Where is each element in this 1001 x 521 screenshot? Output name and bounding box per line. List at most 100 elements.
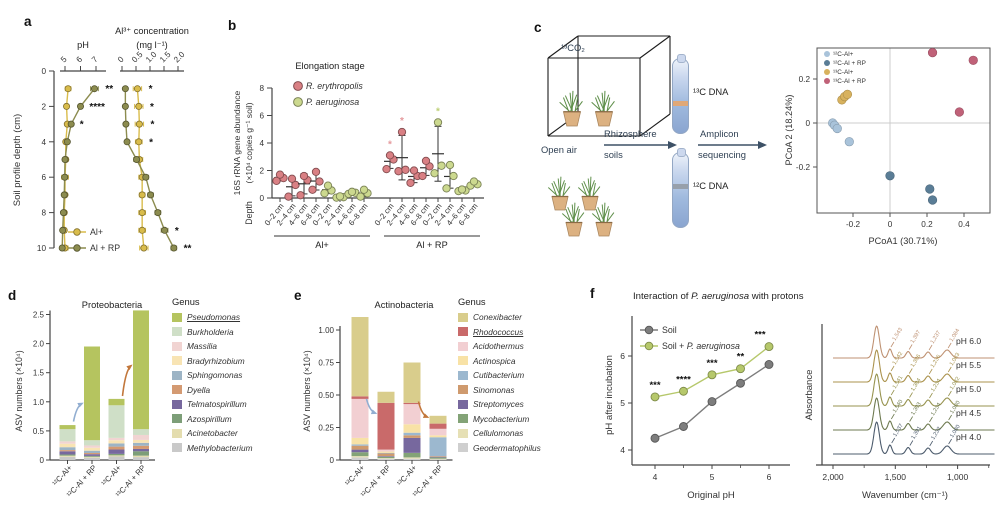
panel-a-label: a (24, 14, 32, 29)
svg-text:0: 0 (259, 194, 264, 203)
svg-text:(×10⁴ copies g⁻¹ soil): (×10⁴ copies g⁻¹ soil) (244, 102, 254, 183)
svg-text:P. aeruginosa: P. aeruginosa (306, 97, 359, 107)
c12-dna-label: ¹²C DNA (693, 180, 729, 191)
legend-genus-name: Massilia (187, 341, 217, 352)
legend-swatch (172, 428, 182, 438)
svg-text:6: 6 (620, 351, 625, 361)
svg-text:4: 4 (653, 472, 658, 482)
svg-text:¹³C-Al+: ¹³C-Al+ (395, 463, 419, 488)
legend-swatch (172, 312, 182, 322)
svg-text:pH after incubation: pH after incubation (604, 355, 615, 435)
svg-text:8: 8 (41, 209, 46, 218)
pcoa-scatter-chart: -0.2 0 0.2 0.4 -0.2 0 0.2 PCoA1 (30.71%) PCoA 2 … (784, 47, 991, 246)
panel-d-legend: Genus Pseudomonas Burkholderia Massilia Bra… (172, 296, 294, 455)
legend-genus-row: Mycobacterium (458, 412, 580, 427)
legend-genus-name: Conexibacter (473, 312, 522, 323)
legend-genus-name: Acidothermus (473, 341, 524, 352)
svg-text:2.0: 2.0 (33, 340, 45, 349)
svg-text:5: 5 (59, 55, 69, 65)
legend-genus-row: Geodermatophilus (458, 441, 580, 456)
sequencing-label: sequencing (698, 149, 746, 160)
svg-text:**: ** (105, 84, 113, 95)
legend-genus-name: Cutibacterium (473, 370, 525, 381)
tube-cap (677, 54, 686, 63)
svg-text:4: 4 (620, 445, 625, 455)
svg-text:¹²C-Al + RP: ¹²C-Al + RP (833, 60, 866, 67)
svg-text:Al + RP: Al + RP (416, 240, 447, 250)
soils-label: soils (604, 149, 623, 160)
svg-text:Soil profile depth (cm): Soil profile depth (cm) (12, 114, 23, 206)
legend-genus-name: Bradyrhizobium (187, 355, 245, 366)
legend-genus-row: Burkholderia (172, 325, 294, 340)
legend-genus-name: Methylobacterium (187, 442, 253, 453)
panel-c-label: c (534, 20, 542, 35)
svg-text:0.2: 0.2 (799, 75, 811, 84)
svg-text:4: 4 (259, 139, 264, 148)
svg-text:1.0: 1.0 (33, 398, 45, 407)
legend-swatch (172, 370, 182, 380)
panel-f-label: f (590, 286, 595, 301)
c12-dna-tube (672, 148, 689, 228)
svg-text:¹²C-Al+: ¹²C-Al+ (343, 463, 367, 488)
svg-text:pH 6.0: pH 6.0 (956, 336, 981, 346)
svg-text:0: 0 (330, 456, 335, 465)
legend-genus-name: Telmatospirillum (187, 399, 247, 410)
panel-e-legend: Genus Conexibacter Rhodococcus Acidothermu… (458, 296, 580, 455)
svg-text:0.2: 0.2 (921, 220, 933, 229)
legend-swatch (458, 399, 468, 409)
svg-text:1,237: 1,237 (930, 330, 943, 345)
svg-text:0: 0 (805, 119, 810, 128)
legend-genus-row: Telmatospirillum (172, 397, 294, 412)
svg-text:**: ** (184, 244, 192, 255)
svg-text:pH 5.5: pH 5.5 (956, 360, 981, 370)
legend-genus-row: Streptomyces (458, 397, 580, 412)
proteobacteria-bar-chart: Proteobacteria ASV numbers (×10⁴) 0 0.5 1.0 1… (14, 300, 155, 499)
title-post: with protons (749, 291, 804, 302)
legend-genus-row: Conexibacter (458, 310, 580, 325)
svg-text:5: 5 (620, 398, 625, 408)
open-air-label: Open air (541, 144, 577, 155)
svg-text:Soil + P. aeruginosa: Soil + P. aeruginosa (662, 341, 740, 351)
svg-text:¹³C-Al+: ¹³C-Al+ (100, 463, 124, 488)
svg-text:****: **** (676, 374, 691, 385)
svg-text:Actinobacteria: Actinobacteria (375, 300, 435, 310)
svg-text:1,393: 1,393 (910, 402, 923, 417)
svg-text:1,537: 1,537 (892, 423, 905, 438)
legend-genus-name: Cellulomonas (473, 428, 524, 439)
legend-genus-name: Pseudomonas (187, 312, 241, 323)
svg-text:Al+: Al+ (315, 240, 329, 250)
legend-genus-row: Sinomonas (458, 383, 580, 398)
legend-genus-name: Burkholderia (187, 326, 234, 337)
svg-text:2.0: 2.0 (172, 50, 187, 65)
legend-swatch (458, 312, 468, 322)
svg-text:0.25: 0.25 (318, 424, 334, 433)
legend-swatch (172, 443, 182, 453)
svg-text:2: 2 (41, 102, 46, 111)
legend-genus-row: Sphingomonas (172, 368, 294, 383)
svg-text:pH 5.0: pH 5.0 (956, 384, 981, 394)
svg-text:16S rRNA gene abundance: 16S rRNA gene abundance (232, 90, 242, 195)
svg-text:pH: pH (77, 40, 89, 50)
svg-text:1,540: 1,540 (892, 399, 905, 414)
legend-genus-name: Actinospica (473, 355, 516, 366)
legend-genus-row: Acinetobacter (172, 426, 294, 441)
legend-genus-name: Rhodococcus (473, 326, 524, 337)
svg-text:7: 7 (90, 55, 100, 65)
legend-genus-name: Azospirillum (187, 413, 232, 424)
sip-experiment-diagram (547, 35, 671, 237)
svg-text:0.4: 0.4 (958, 220, 970, 229)
svg-text:*: * (400, 116, 404, 127)
legend-genus-name: Sphingomonas (187, 370, 243, 381)
panel-b-label: b (228, 18, 237, 33)
legend-genus-row: Pseudomonas (172, 310, 294, 325)
svg-text:*: * (388, 139, 392, 150)
rhizosphere-arrow (604, 141, 677, 149)
svg-text:PCoA 2 (18.24%): PCoA 2 (18.24%) (784, 95, 794, 166)
svg-text:1,391: 1,391 (910, 426, 923, 441)
legend-genus-name: Dyella (187, 384, 211, 395)
legend-swatch (458, 414, 468, 424)
legend-swatch (458, 356, 468, 366)
svg-text:2,000: 2,000 (822, 472, 844, 482)
